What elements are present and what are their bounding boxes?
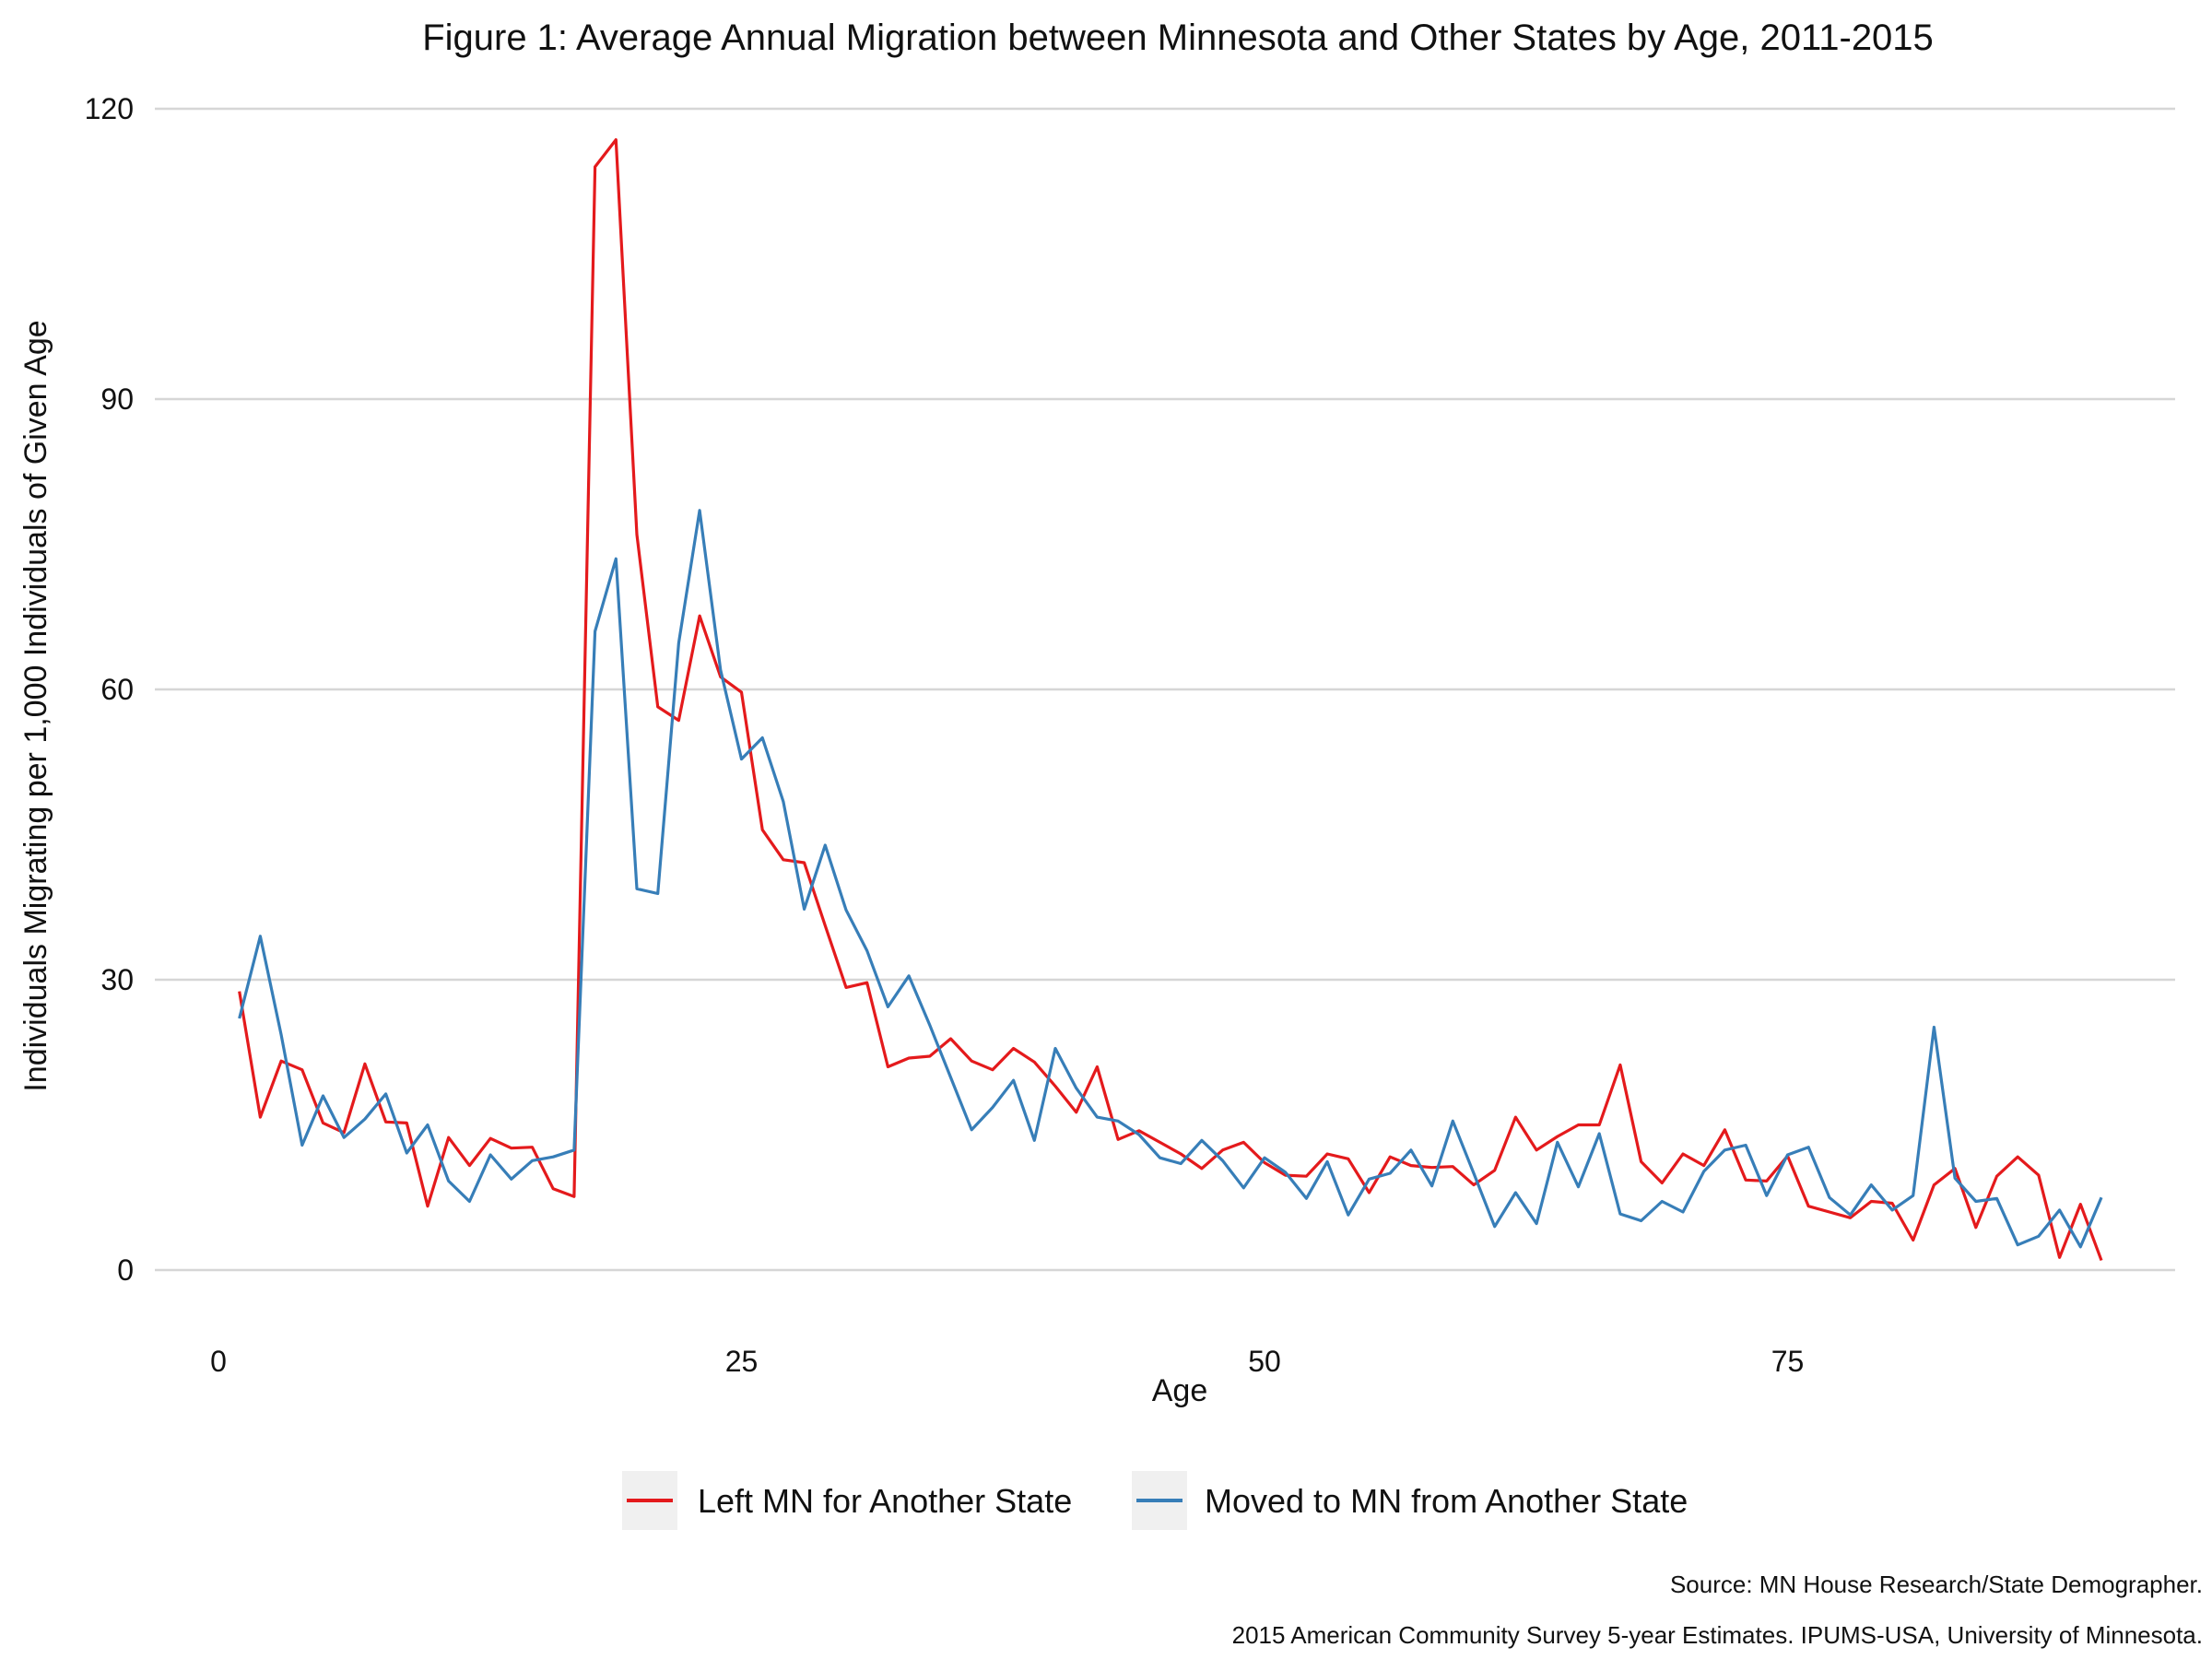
y-axis-ticks: 0 30 60 90 120 bbox=[85, 92, 134, 1287]
y-tick-label-0: 0 bbox=[117, 1253, 134, 1287]
y-tick-label-90: 90 bbox=[100, 382, 134, 416]
x-tick-label-0: 0 bbox=[210, 1345, 227, 1378]
survey-caption: 2015 American Community Survey 5-year Es… bbox=[1232, 1621, 2203, 1649]
y-tick-label-120: 120 bbox=[85, 92, 134, 125]
x-tick-label-75: 75 bbox=[1771, 1345, 1805, 1378]
legend-label-moved-mn: Moved to MN from Another State bbox=[1205, 1482, 1688, 1520]
x-tick-label-25: 25 bbox=[725, 1345, 759, 1378]
source-caption: Source: MN House Research/State Demograp… bbox=[1670, 1571, 2203, 1598]
chart-title: Figure 1: Average Annual Migration betwe… bbox=[422, 18, 1934, 58]
legend-label-left-mn: Left MN for Another State bbox=[698, 1482, 1072, 1520]
series-line-left-mn bbox=[238, 138, 2103, 1262]
series-line-moved-to-mn bbox=[238, 509, 2103, 1249]
x-axis-title: Age bbox=[1152, 1373, 1208, 1408]
series-lines bbox=[238, 138, 2103, 1262]
x-axis-ticks: 0 25 50 75 bbox=[210, 1345, 1804, 1378]
y-tick-label-60: 60 bbox=[100, 673, 134, 706]
x-tick-label-50: 50 bbox=[1248, 1345, 1281, 1378]
legend: Left MN for Another State Moved to MN fr… bbox=[622, 1471, 1688, 1530]
y-tick-label-30: 30 bbox=[100, 963, 134, 996]
y-axis-title: Individuals Migrating per 1,000 Individu… bbox=[18, 320, 53, 1091]
grid-lines bbox=[155, 107, 2175, 1272]
